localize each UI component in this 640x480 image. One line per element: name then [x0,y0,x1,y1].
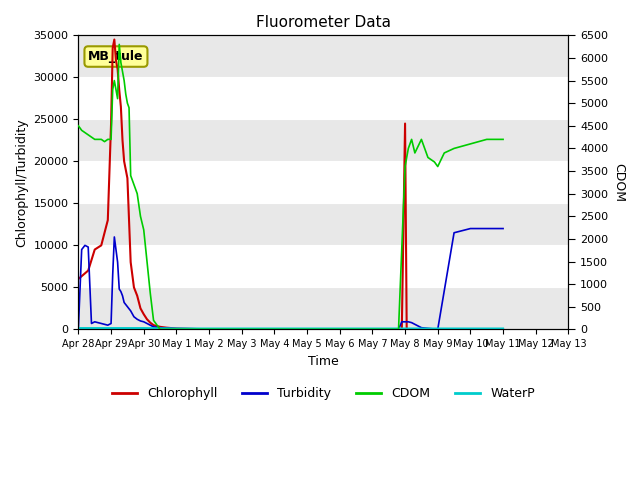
Legend: Chlorophyll, Turbidity, CDOM, WaterP: Chlorophyll, Turbidity, CDOM, WaterP [107,383,540,406]
Bar [79,36,568,77]
Y-axis label: CDOM: CDOM [612,163,625,202]
Y-axis label: Chlorophyll/Turbidity: Chlorophyll/Turbidity [15,118,28,247]
Bar [79,120,568,161]
Bar [79,204,568,245]
Text: MB_tule: MB_tule [88,50,144,63]
X-axis label: Time: Time [308,355,339,368]
Title: Fluorometer Data: Fluorometer Data [256,15,391,30]
Bar [79,288,568,329]
